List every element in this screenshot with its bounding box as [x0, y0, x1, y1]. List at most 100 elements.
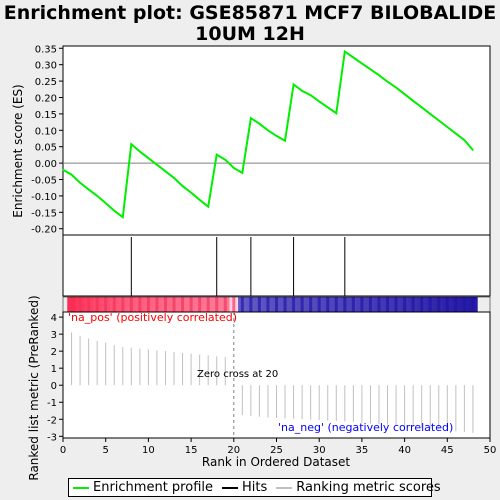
- strip-stripe: [283, 297, 287, 312]
- es-point: [104, 202, 107, 204]
- es-point: [147, 157, 150, 159]
- ranking-color-strip: [62, 296, 491, 313]
- metric-y-tick-label: -3: [47, 432, 57, 443]
- es-point: [207, 205, 209, 208]
- strip-stripe: [215, 297, 219, 312]
- strip-stripe: [155, 297, 159, 312]
- es-y-tick-label: 0.00: [35, 159, 57, 170]
- strip-stripe: [138, 297, 142, 312]
- es-y-tick-label: 0.05: [35, 143, 57, 154]
- es-point: [292, 83, 295, 86]
- es-point: [437, 119, 440, 122]
- es-point: [113, 209, 116, 212]
- strip-stripe: [223, 297, 227, 312]
- x-tick-label: 20: [227, 445, 240, 456]
- es-point: [352, 56, 355, 59]
- hit-layer: [130, 237, 346, 296]
- es-point: [164, 170, 167, 173]
- strip-stripe: [249, 297, 253, 312]
- es-point: [173, 177, 175, 179]
- strip-stripe: [334, 297, 338, 312]
- es-point: [386, 80, 389, 83]
- strip-stripe: [70, 297, 74, 312]
- strip-stripe: [189, 297, 193, 312]
- strip-stripe: [360, 297, 364, 312]
- es-y-tick-label: -0.05: [31, 176, 57, 187]
- es-y-tick-label: 0.30: [35, 61, 57, 72]
- strip-stripe: [343, 297, 347, 312]
- strip-stripe: [300, 297, 304, 312]
- es-point: [79, 181, 81, 184]
- es-point: [446, 126, 449, 128]
- strip-stripe: [266, 297, 270, 312]
- strip-stripe: [411, 297, 415, 312]
- strip-stripe: [394, 297, 398, 312]
- es-point: [121, 216, 124, 219]
- strip-stripe: [129, 297, 133, 312]
- es-point: [412, 99, 414, 102]
- metric-y-tick-label: 4: [51, 313, 57, 324]
- legend-label-enrichment-profile: Enrichment profile: [93, 480, 213, 495]
- es-point: [130, 143, 133, 145]
- es-point: [224, 159, 227, 161]
- es-point: [420, 106, 423, 109]
- strip-stripe: [146, 297, 150, 312]
- strip-stripe: [454, 297, 458, 312]
- x-tick-label: 50: [484, 445, 497, 456]
- es-point: [62, 168, 64, 171]
- x-tick-label: 35: [356, 445, 369, 456]
- metric-y-tick-label: 1: [51, 364, 57, 375]
- es-point: [369, 68, 372, 71]
- es-point: [344, 50, 346, 53]
- es-point: [190, 191, 192, 194]
- legend-item-hits: Hits: [222, 480, 267, 495]
- metric-y-tick-label: 0: [51, 381, 57, 392]
- x-tick-label: 10: [142, 445, 155, 456]
- hits-swatch: [222, 486, 238, 489]
- legend-item-ranking-metric: Ranking metric scores: [276, 480, 441, 495]
- strip-stripe: [462, 297, 466, 312]
- es-point: [156, 163, 158, 166]
- metric-y-tick-label: -2: [47, 415, 57, 426]
- strip-stripe: [445, 297, 449, 312]
- ranking-metric-swatch: [276, 486, 293, 489]
- es-point: [429, 113, 432, 115]
- strip-stripe: [351, 297, 355, 312]
- es-point: [139, 150, 141, 153]
- es-y-tick-label: 0.10: [35, 126, 57, 137]
- strip-stripe: [112, 297, 116, 312]
- es-point: [318, 100, 321, 103]
- es-point: [326, 106, 329, 109]
- es-point: [361, 62, 363, 65]
- strip-stripe: [121, 297, 125, 312]
- pos-correlated-label: 'na_pos' (positively correlated): [68, 311, 237, 324]
- strip-stripe: [420, 297, 424, 312]
- es-point: [70, 173, 73, 176]
- strip-stripe: [257, 297, 261, 312]
- enrichment-profile-swatch: [73, 486, 89, 489]
- es-point: [309, 94, 312, 96]
- es-point: [258, 122, 261, 125]
- es-point: [87, 188, 90, 191]
- strip-stripe: [377, 297, 381, 312]
- es-point: [301, 90, 303, 92]
- es-point: [403, 93, 406, 96]
- es-point: [233, 167, 235, 169]
- es-point: [198, 199, 201, 201]
- es-point: [250, 117, 252, 119]
- es-point: [463, 139, 466, 141]
- strip-stripe: [437, 297, 441, 312]
- metric-y-tick-label: 3: [51, 330, 57, 341]
- es-y-tick-label: 0.35: [35, 44, 57, 55]
- chart-title-line-2: 10UM 12H: [195, 23, 305, 45]
- x-tick-label: 0: [60, 445, 66, 456]
- strip-stripe: [368, 297, 372, 312]
- legend-label-ranking-metric: Ranking metric scores: [296, 480, 441, 495]
- legend-label-hits: Hits: [242, 480, 268, 495]
- es-y-tick-label: -0.10: [31, 192, 57, 203]
- es-point: [455, 132, 457, 135]
- es-y-tick-label: 0.15: [35, 110, 57, 121]
- chart-title-line-1: Enrichment plot: GSE85871 MCF7 BILOBALID…: [3, 2, 497, 24]
